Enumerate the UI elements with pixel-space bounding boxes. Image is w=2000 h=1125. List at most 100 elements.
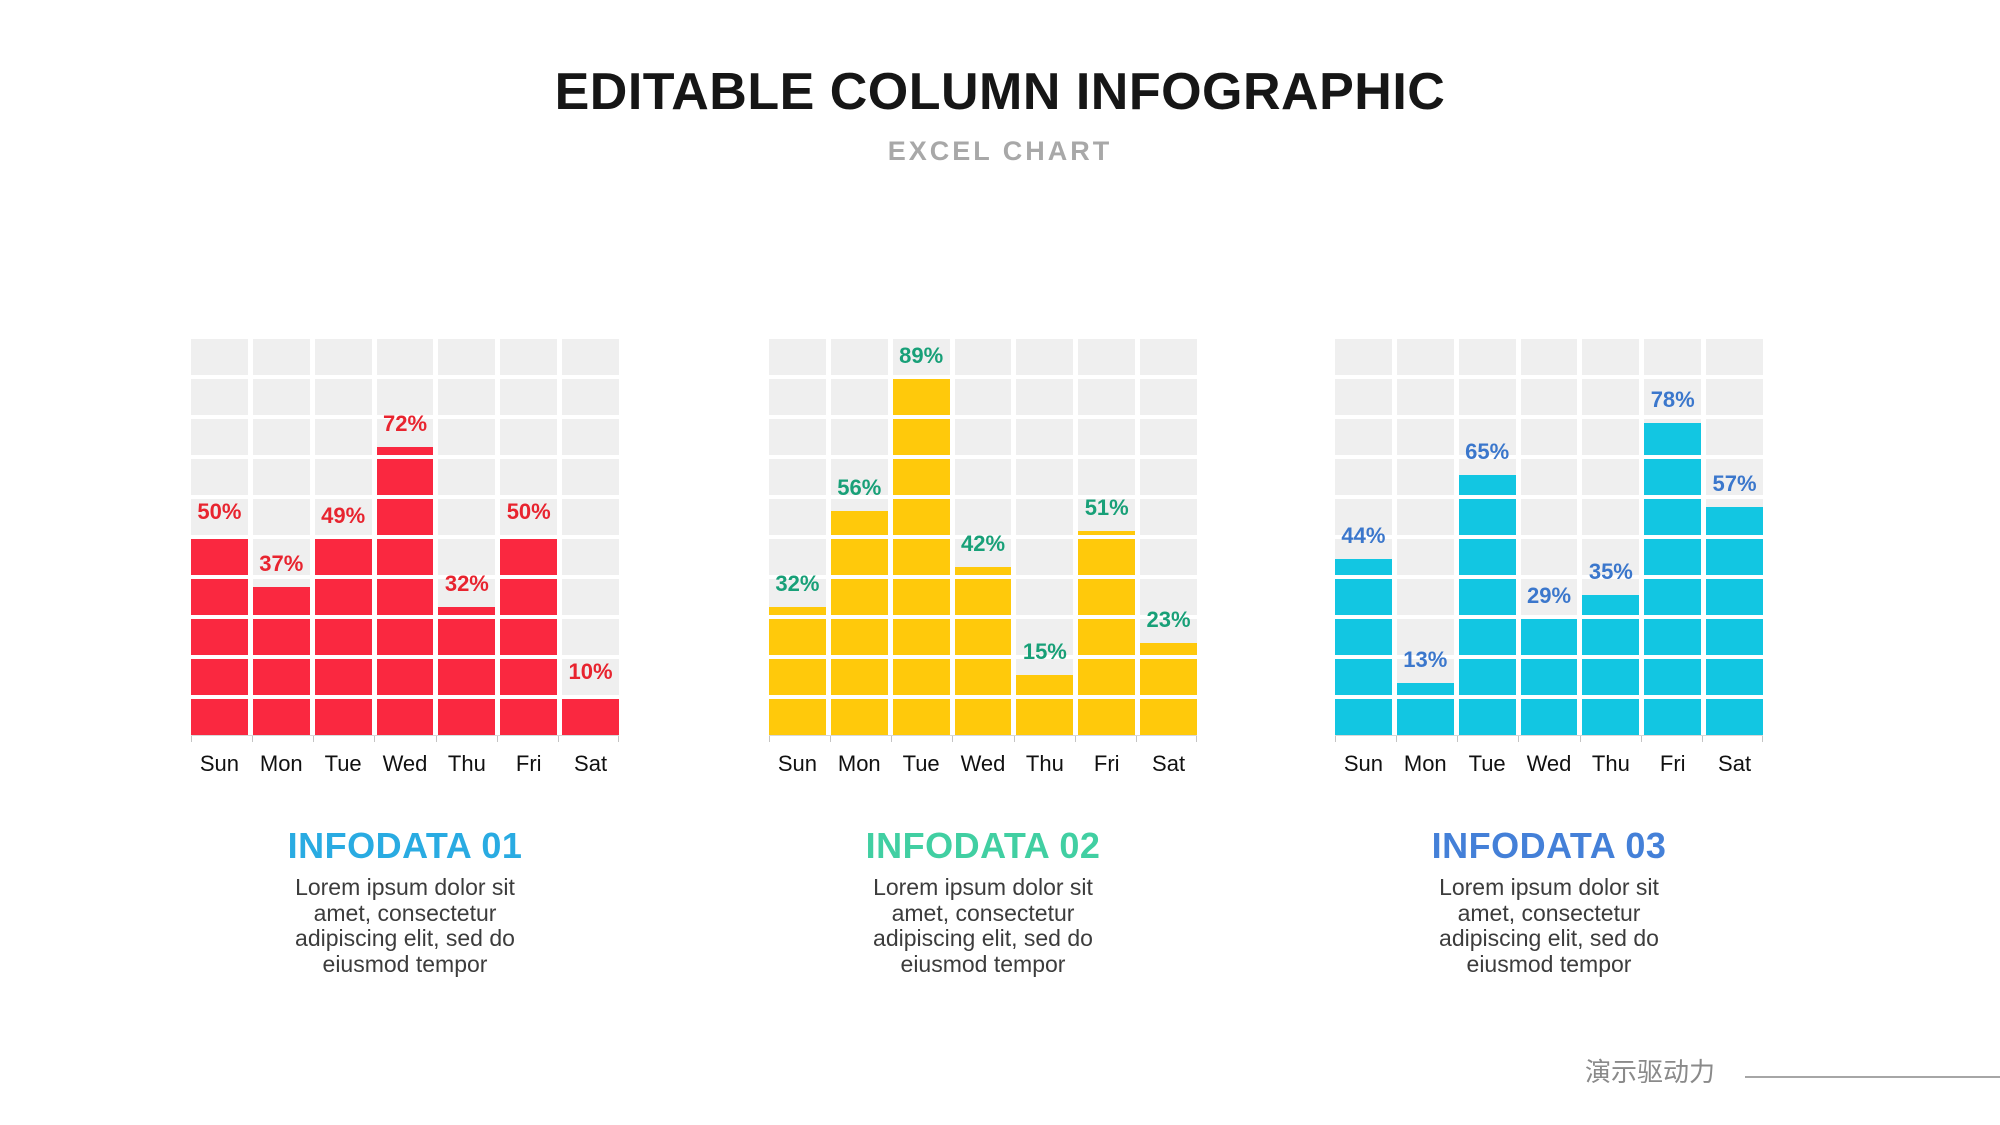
grid-cell: [1396, 499, 1454, 535]
bar-segment: [191, 579, 248, 615]
grid-cell: [191, 379, 248, 415]
grid-cell: [1140, 499, 1197, 535]
bar-partial-segment: [1396, 683, 1454, 695]
grid-cell: [1396, 419, 1454, 455]
bar-segment: [954, 579, 1012, 615]
grid-cell: [1520, 499, 1578, 535]
grid-cell: [1078, 339, 1136, 375]
bar-segment: [769, 659, 826, 695]
grid-cell: [191, 419, 248, 455]
grid-cell: [562, 579, 619, 615]
bar-segment: [1706, 699, 1763, 735]
bar-partial-segment: [1582, 595, 1640, 615]
bar-segment: [1078, 699, 1136, 735]
x-axis-tick: [891, 736, 893, 742]
grid-cell: [1520, 379, 1578, 415]
grid-cell: [562, 539, 619, 575]
bar-segment: [1458, 579, 1516, 615]
grid-cell: [1396, 459, 1454, 495]
x-axis-tick: [618, 736, 619, 742]
bar-segment: [892, 459, 950, 495]
x-axis-tick: [1074, 736, 1076, 742]
grid-cell: [1140, 539, 1197, 575]
bar-segment: [1078, 659, 1136, 695]
bar-column: 56%: [830, 335, 888, 735]
grid-cell: [562, 379, 619, 415]
infodata-title: INFODATA 01: [287, 825, 523, 866]
bar-segment: [1078, 539, 1136, 575]
day-label: Wed: [1526, 751, 1572, 776]
x-axis-tick: [1135, 736, 1137, 742]
x-axis: [191, 735, 619, 743]
infodata-title: INFODATA 03: [1431, 825, 1667, 866]
grid-cell: [830, 459, 888, 495]
value-label: 49%: [321, 503, 366, 528]
grid-cell: [500, 339, 558, 375]
grid-cell: [500, 419, 558, 455]
chart-grid: 32% 56% 89% 42% 15% 51% 23%: [769, 335, 1197, 735]
grid-cell: [562, 459, 619, 495]
x-axis-tick: [1396, 736, 1398, 742]
grid-cell: [1706, 379, 1763, 415]
grid-cell: [314, 379, 372, 415]
bar-segment: [314, 619, 372, 655]
bar-segment: [1706, 619, 1763, 655]
grid-cell: [252, 379, 310, 415]
grid-cell: [252, 499, 310, 535]
value-label: 72%: [382, 411, 428, 436]
value-label: 15%: [1022, 639, 1067, 664]
bar-column: 10%: [562, 335, 619, 735]
bar-partial-segment: [1335, 559, 1392, 575]
bar-column: 72%: [376, 335, 434, 735]
x-axis-labels: Sun Mon Tue Wed Thu Fri Sat: [769, 745, 1197, 777]
bar-partial-segment: [438, 607, 496, 615]
x-axis-tick: [374, 736, 376, 742]
grid-cell: [1520, 339, 1578, 375]
bar-segment: [376, 539, 434, 575]
grid-cell: [1140, 379, 1197, 415]
grid-cell: [1520, 459, 1578, 495]
x-axis-tick: [1579, 736, 1581, 742]
bar-segment: [1458, 699, 1516, 735]
grid-cell: [1582, 459, 1640, 495]
value-label: 78%: [1650, 387, 1695, 412]
grid-cell: [1335, 339, 1392, 375]
value-label: 42%: [960, 531, 1006, 556]
bar-segment: [1644, 459, 1702, 495]
grid-cell: [1335, 419, 1392, 455]
day-label: Fri: [515, 751, 542, 776]
bar-segment: [252, 659, 310, 695]
bar-segment: [1520, 699, 1578, 735]
grid-cell: [252, 459, 310, 495]
day-label: Thu: [447, 751, 486, 776]
x-axis-tick: [1013, 736, 1015, 742]
bar-segment: [1644, 579, 1702, 615]
bar-segment: [1644, 499, 1702, 535]
bar-column: 29%: [1520, 335, 1578, 735]
bar-partial-segment: [314, 539, 372, 575]
bar-column: 42%: [954, 335, 1012, 735]
grid-cell: [1016, 539, 1074, 575]
bar-column: 50%: [500, 335, 558, 735]
grid-cell: [1582, 499, 1640, 535]
grid-cell: [1644, 339, 1702, 375]
grid-cell: [1582, 419, 1640, 455]
x-axis: [1335, 735, 1763, 743]
grid-cell: [191, 339, 248, 375]
grid-cell: [1016, 499, 1074, 535]
bar-segment: [954, 659, 1012, 695]
day-label: Mon: [837, 751, 881, 776]
grid-cell: [1644, 379, 1702, 415]
bar-partial-segment: [1140, 643, 1197, 655]
grid-cell: [252, 339, 310, 375]
grid-cell: [954, 459, 1012, 495]
x-axis-tick: [1762, 736, 1763, 742]
bar-segment: [1644, 539, 1702, 575]
bar-segment: [830, 539, 888, 575]
bar-segment: [1016, 699, 1074, 735]
grid-cell: [562, 659, 619, 695]
bar-segment: [1396, 699, 1454, 735]
grid-cell: [1706, 459, 1763, 495]
bar-partial-segment: [1078, 531, 1136, 535]
